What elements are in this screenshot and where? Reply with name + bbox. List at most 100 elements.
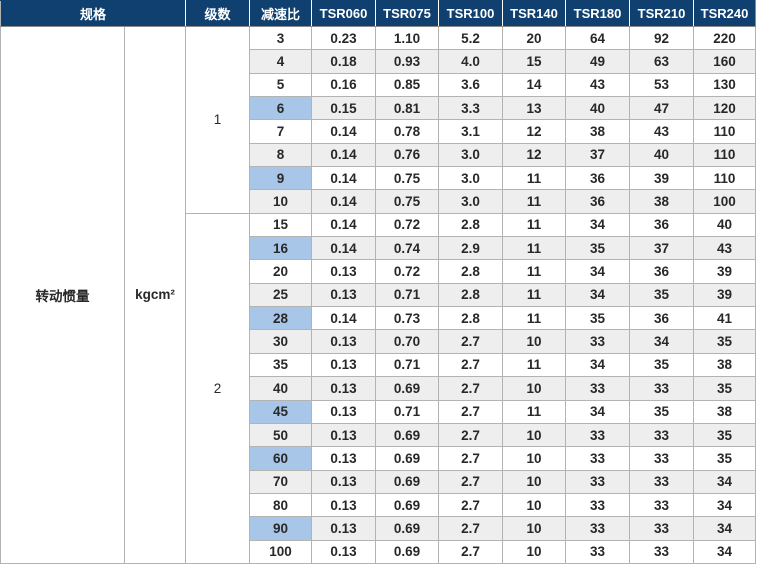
value-cell-tsr075: 0.69 bbox=[375, 376, 440, 401]
header-model-tsr180: TSR180 bbox=[565, 0, 631, 27]
value-cell-tsr240: 40 bbox=[693, 212, 757, 238]
table-row: 90 0.13 0.69 2.7 10 33 33 34 bbox=[1, 516, 757, 541]
value-cell-tsr180: 34 bbox=[565, 352, 631, 378]
value-cell-tsr180: 49 bbox=[565, 49, 631, 74]
value-cell-tsr140: 10 bbox=[502, 422, 567, 448]
value-cell-tsr180: 34 bbox=[565, 212, 631, 238]
table-row: 4 0.18 0.93 4.0 15 49 63 160 bbox=[1, 49, 757, 74]
table-row: 25 0.13 0.71 2.8 11 34 35 39 bbox=[1, 282, 757, 308]
value-cell-tsr075: 0.74 bbox=[375, 236, 440, 261]
ratio-cell: 90 bbox=[249, 516, 313, 541]
ratio-cell: 30 bbox=[249, 329, 313, 354]
table-row: 6 0.15 0.81 3.3 13 40 47 120 bbox=[1, 96, 757, 121]
value-cell-tsr060: 0.14 bbox=[311, 189, 377, 214]
value-cell-tsr210: 37 bbox=[629, 236, 695, 261]
table-row: 2 15 0.14 0.72 2.8 11 34 36 40 bbox=[1, 212, 757, 564]
value-cell-tsr240: 38 bbox=[693, 399, 757, 424]
ratio-cell: 45 bbox=[249, 399, 313, 424]
value-cell-tsr240: 38 bbox=[693, 352, 757, 378]
ratio-cell: 60 bbox=[249, 446, 313, 471]
value-cell-tsr075: 0.71 bbox=[375, 399, 440, 424]
ratio-cell: 6 bbox=[249, 96, 313, 121]
value-cell-tsr180: 33 bbox=[565, 422, 631, 448]
value-cell-tsr210: 33 bbox=[629, 469, 695, 494]
table-row: 50 0.13 0.69 2.7 10 33 33 35 bbox=[1, 422, 757, 448]
value-cell-tsr140: 11 bbox=[502, 399, 567, 424]
header-stage: 级数 bbox=[185, 0, 251, 27]
value-cell-tsr240: 35 bbox=[693, 376, 757, 401]
value-cell-tsr100: 2.8 bbox=[438, 306, 504, 331]
value-cell-tsr100: 2.7 bbox=[438, 492, 504, 518]
ratio-cell: 9 bbox=[249, 166, 313, 191]
value-cell-tsr100: 2.8 bbox=[438, 282, 504, 308]
value-cell-tsr060: 0.13 bbox=[311, 376, 377, 401]
value-cell-tsr240: 34 bbox=[693, 492, 757, 518]
value-cell-tsr075: 0.69 bbox=[375, 516, 440, 541]
ratio-cell: 4 bbox=[249, 49, 313, 74]
value-cell-tsr075: 0.69 bbox=[375, 422, 440, 448]
value-cell-tsr100: 4.0 bbox=[438, 49, 504, 74]
value-cell-tsr140: 11 bbox=[502, 282, 567, 308]
value-cell-tsr180: 33 bbox=[565, 446, 631, 471]
table-row: 7 0.14 0.78 3.1 12 38 43 110 bbox=[1, 119, 757, 144]
value-cell-tsr075: 1.10 bbox=[375, 25, 440, 51]
value-cell-tsr180: 40 bbox=[565, 96, 631, 121]
value-cell-tsr100: 2.8 bbox=[438, 212, 504, 238]
value-cell-tsr210: 35 bbox=[629, 282, 695, 308]
value-cell-tsr240: 34 bbox=[693, 469, 757, 494]
table-body: 转动惯量 kgcm² 1 3 0.23 1.10 5.2 20 64 92 220 4 0.18 0.93… bbox=[0, 25, 757, 564]
value-cell-tsr240: 34 bbox=[693, 516, 757, 541]
value-cell-tsr075: 0.72 bbox=[375, 212, 440, 238]
value-cell-tsr100: 3.3 bbox=[438, 96, 504, 121]
value-cell-tsr140: 12 bbox=[502, 119, 567, 144]
value-cell-tsr060: 0.13 bbox=[311, 422, 377, 448]
value-cell-tsr140: 11 bbox=[502, 212, 567, 238]
value-cell-tsr060: 0.13 bbox=[311, 329, 377, 354]
value-cell-tsr060: 0.14 bbox=[311, 166, 377, 191]
table-row: 70 0.13 0.69 2.7 10 33 33 34 bbox=[1, 469, 757, 494]
value-cell-tsr210: 33 bbox=[629, 446, 695, 471]
value-cell-tsr180: 35 bbox=[565, 236, 631, 261]
table-row: 5 0.16 0.85 3.6 14 43 53 130 bbox=[1, 72, 757, 98]
value-cell-tsr140: 13 bbox=[502, 96, 567, 121]
value-cell-tsr075: 0.85 bbox=[375, 72, 440, 98]
value-cell-tsr140: 10 bbox=[502, 446, 567, 471]
table-row: 45 0.13 0.71 2.7 11 34 35 38 bbox=[1, 399, 757, 424]
value-cell-tsr240: 39 bbox=[693, 282, 757, 308]
value-cell-tsr180: 33 bbox=[565, 469, 631, 494]
table-row: 35 0.13 0.71 2.7 11 34 35 38 bbox=[1, 352, 757, 378]
value-cell-tsr140: 11 bbox=[502, 306, 567, 331]
value-cell-tsr075: 0.75 bbox=[375, 166, 440, 191]
header-model-tsr140: TSR140 bbox=[502, 0, 567, 27]
value-cell-tsr060: 0.14 bbox=[311, 119, 377, 144]
table-header: 规格 级数 减速比 TSR060 TSR075 TSR100 TSR140 TS… bbox=[0, 0, 757, 27]
table-row: 20 0.13 0.72 2.8 11 34 36 39 bbox=[1, 259, 757, 284]
value-cell-tsr100: 2.7 bbox=[438, 446, 504, 471]
value-cell-tsr075: 0.70 bbox=[375, 329, 440, 354]
value-cell-tsr210: 36 bbox=[629, 306, 695, 331]
value-cell-tsr180: 36 bbox=[565, 189, 631, 214]
property-label: 转动惯量 bbox=[0, 26, 125, 564]
value-cell-tsr210: 63 bbox=[629, 49, 695, 74]
value-cell-tsr180: 37 bbox=[565, 142, 631, 168]
value-cell-tsr210: 43 bbox=[629, 119, 695, 144]
ratio-cell: 70 bbox=[249, 469, 313, 494]
ratio-cell: 7 bbox=[249, 119, 313, 144]
value-cell-tsr060: 0.16 bbox=[311, 72, 377, 98]
value-cell-tsr140: 10 bbox=[502, 516, 567, 541]
value-cell-tsr240: 220 bbox=[693, 25, 757, 51]
ratio-cell: 25 bbox=[249, 282, 313, 308]
value-cell-tsr140: 10 bbox=[502, 329, 567, 354]
value-cell-tsr060: 0.14 bbox=[311, 142, 377, 168]
value-cell-tsr100: 2.8 bbox=[438, 259, 504, 284]
value-cell-tsr180: 33 bbox=[565, 492, 631, 518]
header-model-tsr100: TSR100 bbox=[438, 0, 504, 27]
value-cell-tsr140: 10 bbox=[502, 539, 567, 564]
value-cell-tsr060: 0.13 bbox=[311, 282, 377, 308]
value-cell-tsr140: 10 bbox=[502, 469, 567, 494]
value-cell-tsr180: 35 bbox=[565, 306, 631, 331]
value-cell-tsr240: 41 bbox=[693, 306, 757, 331]
value-cell-tsr060: 0.15 bbox=[311, 96, 377, 121]
value-cell-tsr060: 0.13 bbox=[311, 446, 377, 471]
header-spec: 规格 bbox=[0, 0, 187, 27]
